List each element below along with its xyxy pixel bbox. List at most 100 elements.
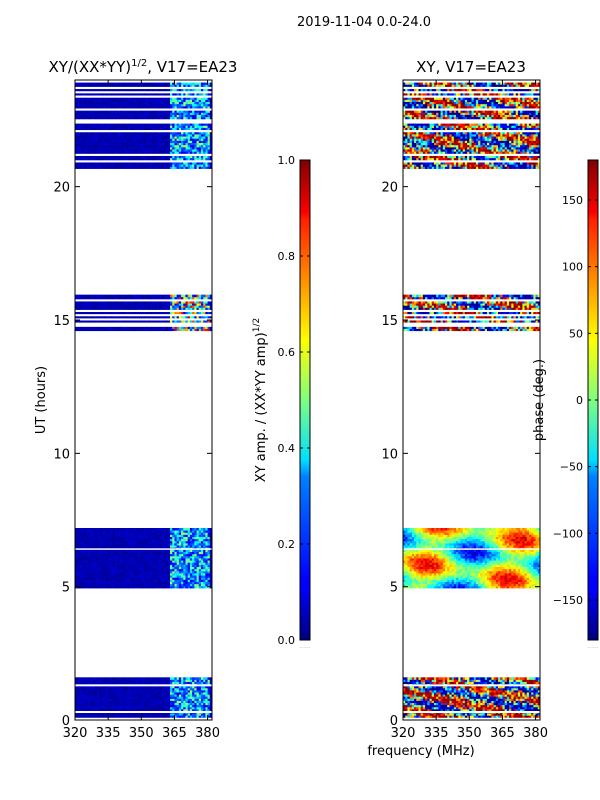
amplitude-cell [99,528,103,531]
amplitude-cell [181,708,184,712]
amplitude-cell [97,713,100,716]
amplitude-cell [200,140,204,144]
amplitude-cell [147,162,151,165]
amplitude-cell [181,144,184,148]
amplitude-cell [92,320,96,323]
amplitude-cell [196,583,200,587]
amplitude-cell [209,551,212,555]
amplitude-cell [141,162,145,165]
amplitude-cell [203,307,206,310]
amplitude-cell [145,168,149,172]
amplitude-cell [139,528,142,531]
amplitude-cell [105,324,109,327]
amplitude-cell [194,706,198,710]
amplitude-cell [83,551,87,555]
amplitude-cell [172,579,176,582]
amplitude-cell [158,553,162,557]
amplitude-cell [183,296,187,300]
amplitude-cell [170,157,173,161]
amplitude-cell [99,153,103,156]
amplitude-cell [110,702,114,706]
amplitude-cell [185,301,189,304]
amplitude-cell [181,305,184,308]
amplitude-cell [170,681,173,685]
amplitude-cell [81,577,85,580]
amplitude-cell [75,140,78,144]
amplitude-cell [134,317,138,321]
amplitude-cell [192,324,195,327]
amplitude-cell [200,538,204,542]
amplitude-cell [145,164,149,167]
amplitude-cell [203,555,206,559]
amplitude-cell [94,322,98,325]
amplitude-cell [116,581,120,585]
amplitude-cell [194,689,198,693]
amplitude-cell [99,555,103,559]
amplitude-cell [114,149,118,152]
amplitude-cell [165,560,169,563]
amplitude-cell [86,534,89,537]
amplitude-cell [156,562,160,565]
amplitude-cell [99,322,103,325]
amplitude-cell [123,698,127,701]
amplitude-cell [167,166,171,169]
amplitude-cell [172,168,176,172]
amplitude-cell [198,706,202,710]
amplitude-cell [150,708,153,712]
amplitude-cell [174,536,178,540]
amplitude-cell [147,704,151,708]
amplitude-cell [90,307,94,310]
amplitude-cell [163,558,167,561]
amplitude-cell [116,168,120,172]
amplitude-cell [105,692,109,695]
amplitude-cell [152,558,156,561]
amplitude-cell [185,715,189,718]
amplitude-cell [110,532,114,535]
amplitude-cell [112,303,116,306]
amplitude-cell [143,305,147,308]
amplitude-cell [145,313,149,317]
amplitude-cell [178,685,182,689]
amplitude-cell [156,679,160,682]
amplitude-cell [86,136,89,139]
amplitude-cell [110,687,114,691]
amplitude-cell [167,566,171,570]
amplitude-cell [83,553,87,557]
amplitude-cell [178,530,182,533]
amplitude-cell [205,162,209,165]
amplitude-cell [75,677,78,680]
amplitude-cell [163,685,167,689]
amplitude-cell [209,140,212,144]
amplitude-cell [161,679,164,682]
amplitude-cell [81,528,85,531]
amplitude-cell [156,530,160,533]
amplitude-cell [130,692,134,695]
amplitude-cell [101,553,105,557]
amplitude-cell [200,296,204,300]
amplitude-cell [154,713,158,716]
amplitude-cell [139,324,142,327]
amplitude-cell [83,708,87,712]
amplitude-cell [205,528,209,531]
amplitude-cell [77,558,81,561]
amplitude-cell [200,564,204,567]
amplitude-cell [203,566,206,570]
amplitude-cell [158,166,162,169]
amplitude-cell [77,677,81,680]
amplitude-cell [108,583,111,587]
amplitude-cell [187,168,191,172]
amplitude-cell [181,322,184,325]
amplitude-cell [125,294,129,298]
amplitude-cell [145,579,149,582]
amplitude-cell [130,583,134,587]
amplitude-cell [203,540,206,544]
amplitude-cell [125,562,129,565]
amplitude-cell [112,687,116,691]
amplitude-cell [192,534,195,537]
amplitude-cell [123,144,127,148]
amplitude-cell [81,545,85,548]
amplitude-cell [170,553,173,557]
amplitude-cell [136,324,140,327]
amplitude-cell [134,305,138,308]
amplitude-cell [128,560,131,563]
